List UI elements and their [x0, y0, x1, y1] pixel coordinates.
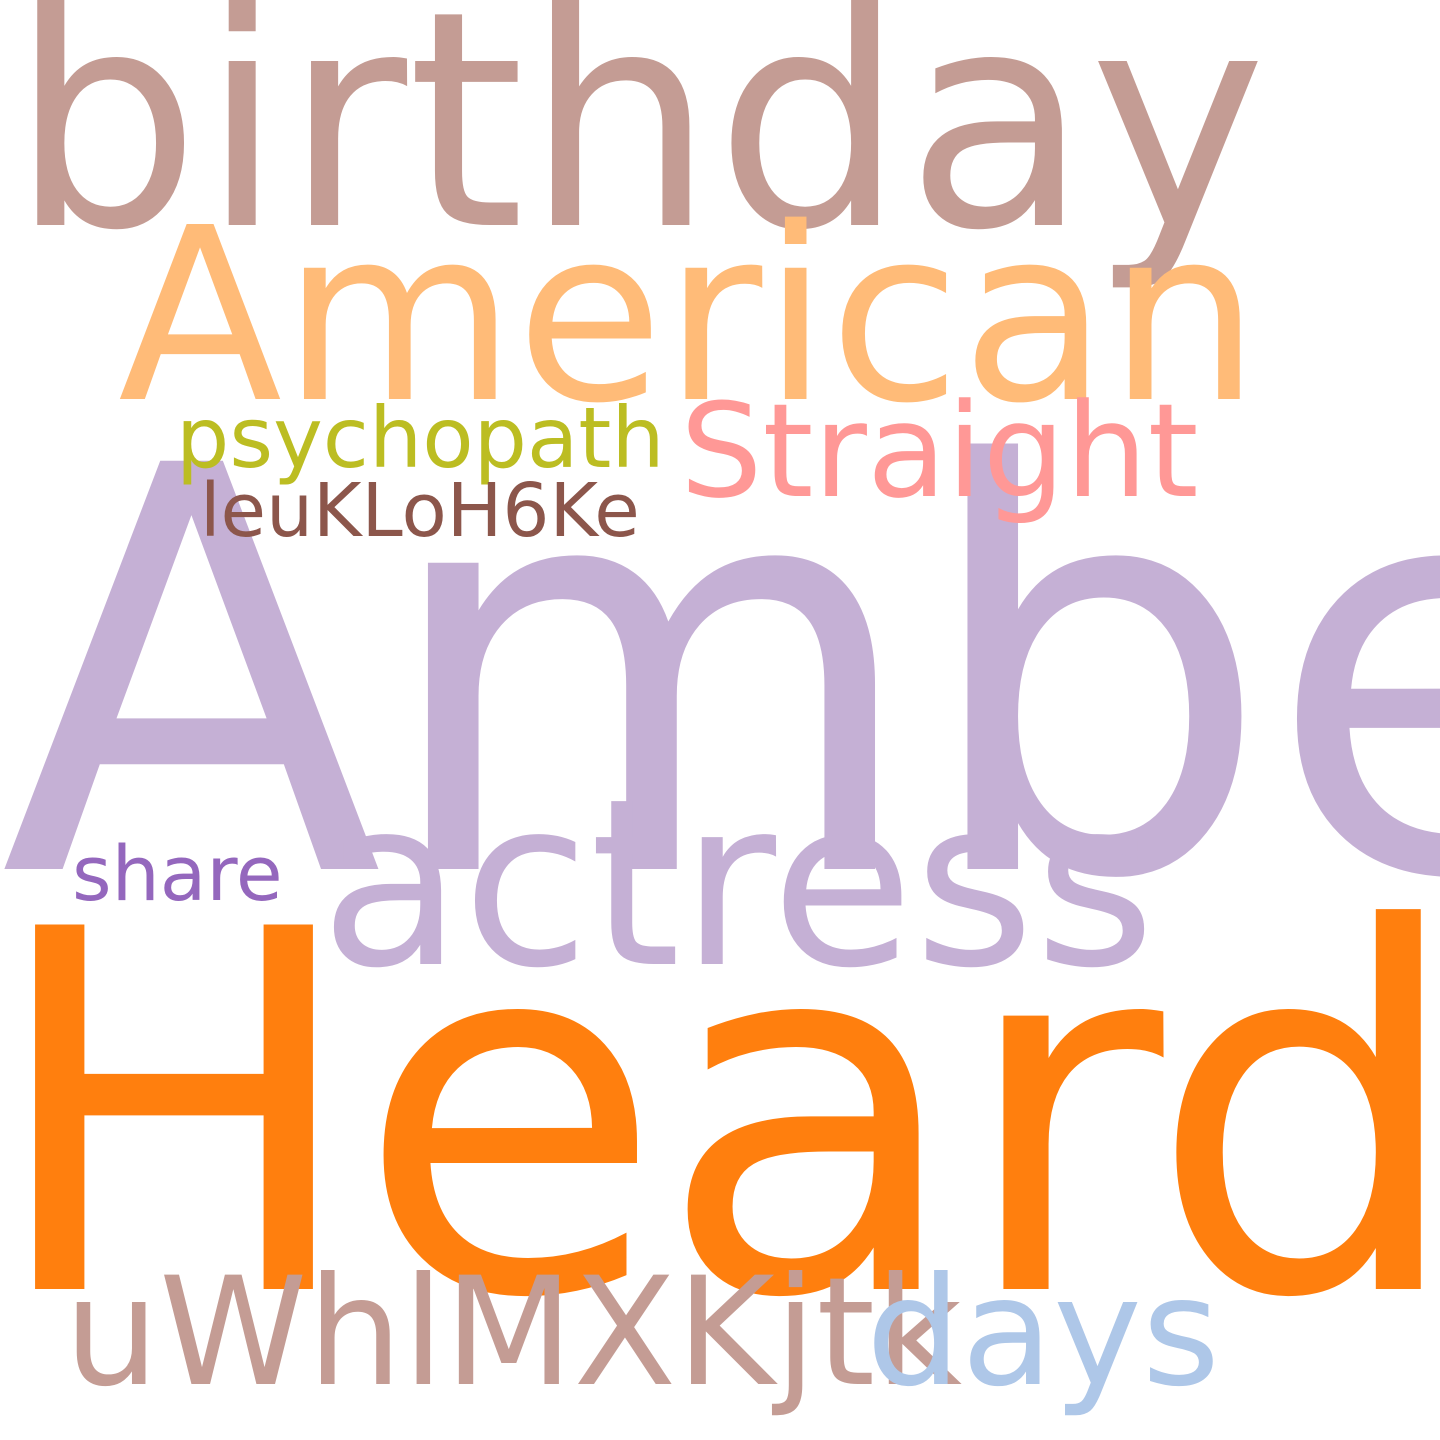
- word-amber: Amber: [0, 350, 1440, 1002]
- word-share: share: [72, 829, 283, 918]
- word-straight: Straight: [680, 375, 1199, 527]
- word-days: days: [866, 1246, 1221, 1420]
- word-leukloh6ke: leuKLoH6Ke: [200, 468, 640, 554]
- word-uwhlmxkjtk: uWhlMXKjtk: [64, 1246, 963, 1420]
- word-actress: actress: [320, 749, 1156, 1019]
- word-american: American: [118, 176, 1261, 456]
- word-heard: Heard: [0, 825, 1440, 1407]
- word-birthday: birthday: [10, 0, 1267, 296]
- word-psychopath: psychopath: [176, 389, 665, 487]
